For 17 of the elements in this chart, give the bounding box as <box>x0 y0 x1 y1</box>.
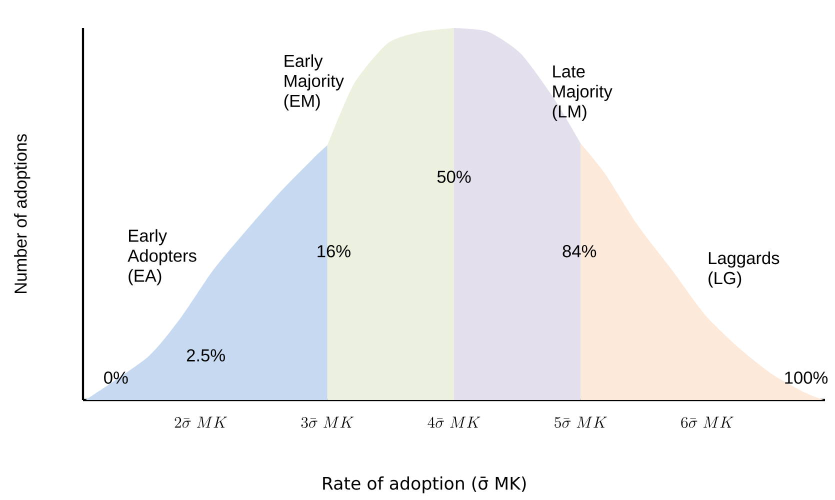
y-axis-title: Number of adoptions <box>14 134 30 294</box>
x-axis-title: Rate of adoption (σ̄ MK) <box>323 476 526 494</box>
annotation: 50% <box>437 170 471 183</box>
annotation: 100% <box>785 372 828 384</box>
x-tick-label: $2\bar{\sigma}\ MK$ <box>174 416 227 428</box>
x-tick-label: $5\bar{\sigma}\ MK$ <box>554 416 607 428</box>
annotation: 0% <box>104 372 128 384</box>
x-tick-label: $6\bar{\sigma}\ MK$ <box>681 416 734 428</box>
annotation: 2.5% <box>186 349 225 362</box>
annotation: 84% <box>562 245 596 258</box>
series-label: Early Adopters (EA) <box>128 229 196 286</box>
x-tick-label: $3\bar{\sigma}\ MK$ <box>301 416 354 428</box>
series-label: Laggards (LG) <box>708 251 780 288</box>
series-label: Early Majority (EM) <box>284 54 344 110</box>
annotation: 16% <box>318 245 350 258</box>
series-label: Late Majority (LM) <box>552 65 612 121</box>
x-tick-label: $4\bar{\sigma}\ MK$ <box>428 416 480 428</box>
